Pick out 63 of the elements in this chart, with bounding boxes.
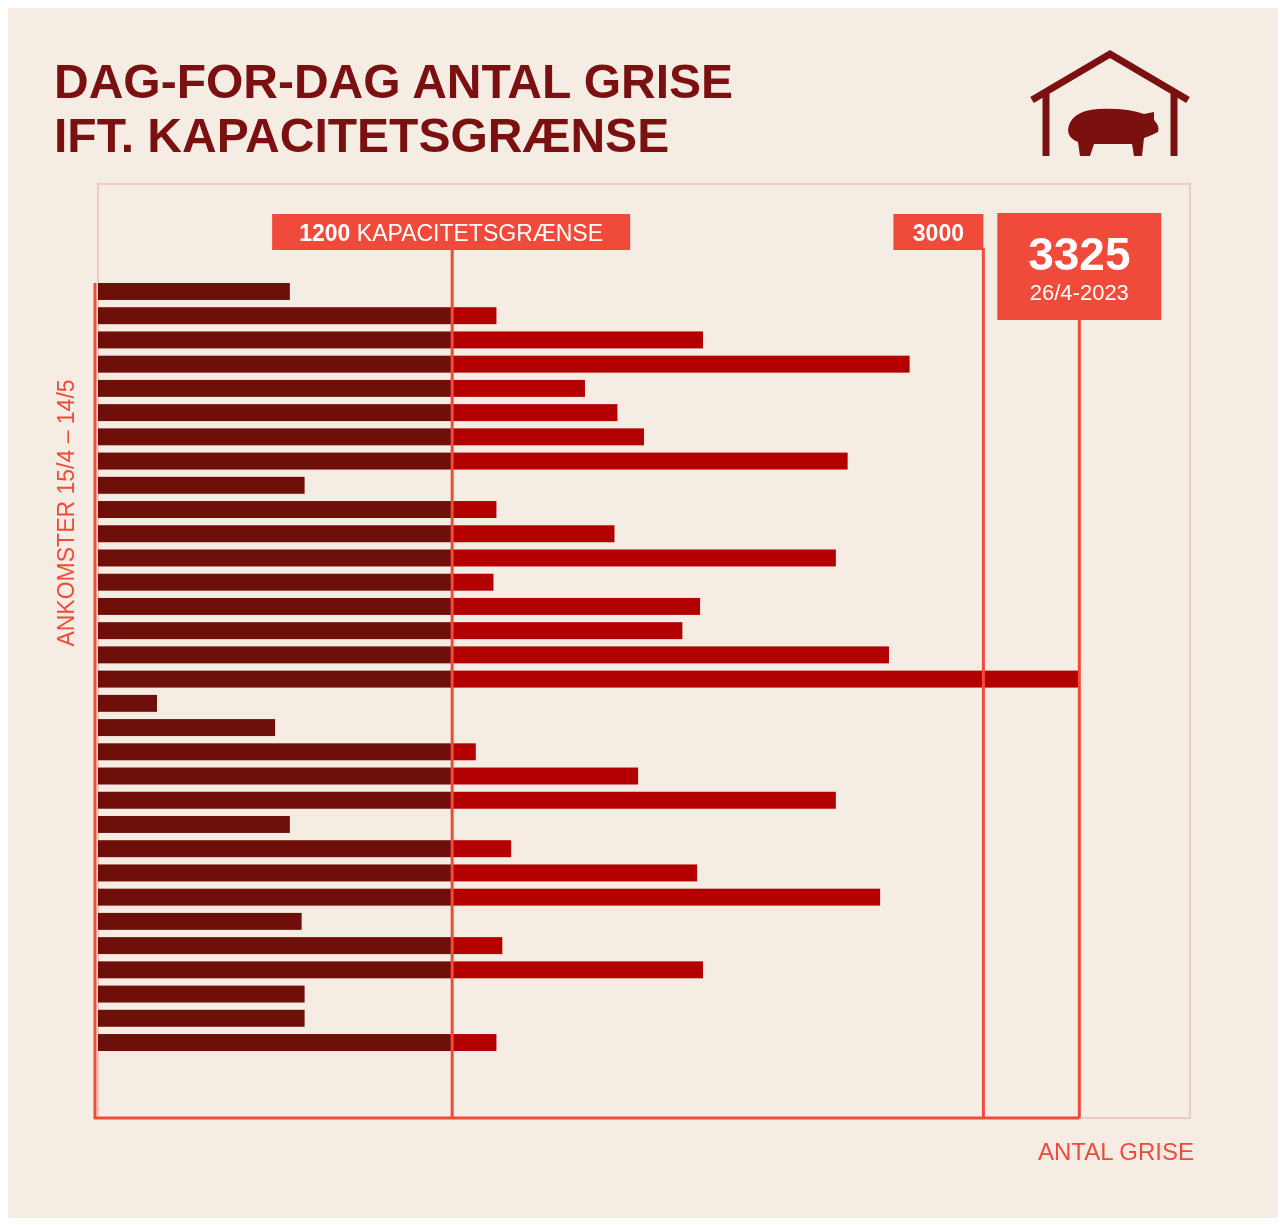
ref-line-label: 3325 bbox=[1028, 228, 1131, 280]
bar bbox=[452, 864, 698, 882]
bar bbox=[98, 355, 453, 373]
bar bbox=[98, 404, 453, 422]
bar bbox=[452, 840, 512, 858]
bar bbox=[452, 1034, 497, 1051]
bar bbox=[98, 1034, 453, 1051]
bar bbox=[452, 961, 704, 979]
bar bbox=[98, 476, 305, 494]
bar bbox=[98, 573, 453, 591]
bar bbox=[452, 622, 683, 640]
bar bbox=[452, 549, 836, 567]
bar bbox=[452, 937, 503, 955]
bar bbox=[452, 888, 881, 906]
bar bbox=[98, 307, 453, 325]
bar bbox=[98, 937, 453, 955]
bar bbox=[98, 622, 453, 640]
bar bbox=[98, 379, 453, 397]
bar bbox=[452, 767, 639, 785]
bar bbox=[98, 428, 453, 446]
bar bbox=[452, 379, 585, 397]
bar bbox=[98, 331, 453, 349]
chart-title: DAG-FOR-DAG ANTAL GRISE IFT. KAPACITETSGRÆNSE bbox=[54, 55, 734, 162]
bar bbox=[98, 1009, 305, 1027]
bar bbox=[452, 670, 1080, 688]
bar bbox=[98, 670, 453, 688]
annotation: 26/4-2023 bbox=[1029, 280, 1129, 305]
bar bbox=[452, 791, 836, 809]
bar bbox=[452, 743, 476, 761]
bar bbox=[452, 501, 497, 518]
bar bbox=[98, 840, 453, 858]
bar bbox=[98, 767, 453, 785]
bar bbox=[98, 743, 453, 761]
bar bbox=[452, 404, 618, 422]
bar bbox=[98, 646, 453, 664]
bar bbox=[98, 597, 453, 615]
bar bbox=[452, 355, 910, 373]
bar bbox=[452, 573, 494, 591]
bar bbox=[98, 525, 453, 543]
bar bbox=[98, 816, 290, 833]
bar bbox=[98, 452, 453, 470]
bar bbox=[98, 864, 453, 882]
bar bbox=[98, 283, 290, 300]
bar bbox=[98, 912, 302, 930]
y-axis-title: ANKOMSTER 15/4 – 14/5 bbox=[53, 379, 79, 647]
bar bbox=[452, 646, 889, 664]
bar bbox=[452, 452, 848, 470]
bar bbox=[98, 888, 453, 906]
bar bbox=[98, 791, 453, 809]
bar bbox=[452, 525, 615, 543]
bar bbox=[98, 719, 276, 737]
x-axis-title: ANTAL GRISE bbox=[1037, 1138, 1194, 1165]
bar bbox=[98, 694, 158, 712]
ref-line-label: 1200 KAPACITETSGRÆNSE bbox=[299, 220, 604, 246]
bar bbox=[98, 549, 453, 567]
bar bbox=[452, 331, 704, 349]
bar bbox=[452, 307, 497, 325]
bar bbox=[452, 428, 644, 446]
bar bbox=[98, 501, 453, 518]
bar bbox=[98, 985, 305, 1003]
bar bbox=[452, 597, 701, 615]
bar bbox=[98, 961, 453, 979]
ref-line-label: 3000 bbox=[912, 220, 964, 246]
